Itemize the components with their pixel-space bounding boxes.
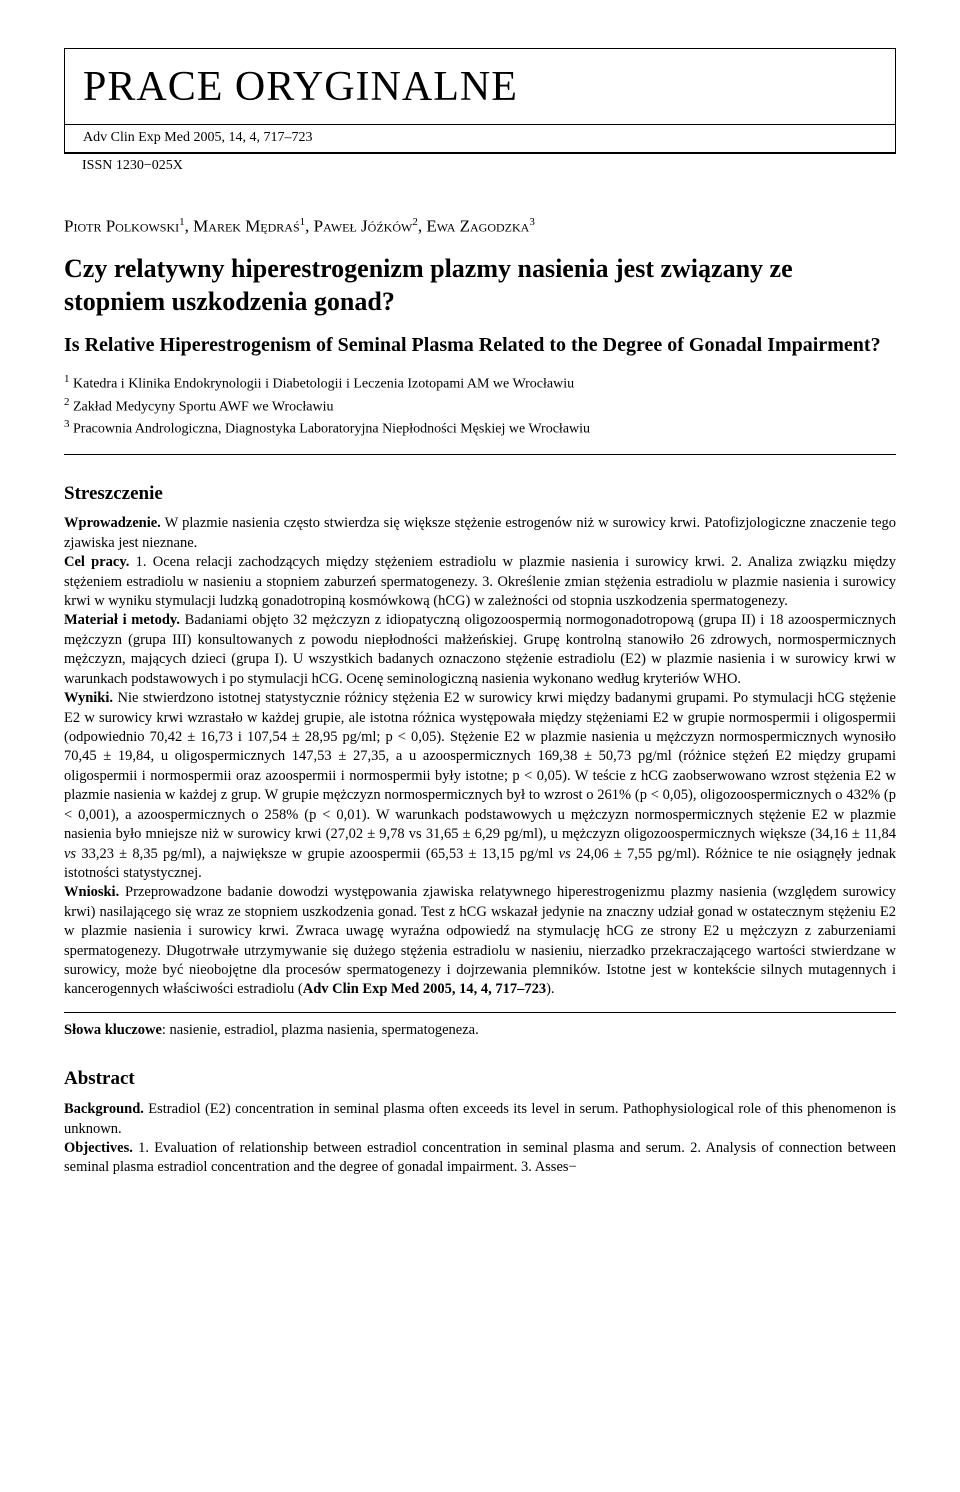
section-label: PRACE ORYGINALNE [65, 49, 895, 125]
title-english: Is Relative Hiperestrogenism of Seminal … [64, 332, 896, 358]
streszczenie-body: Wprowadzenie. W plazmie nasienia często … [64, 514, 896, 1000]
issn-line: ISSN 1230−025X [64, 154, 896, 188]
streszczenie-heading: Streszczenie [64, 481, 896, 507]
title-polish: Czy relatywny hiperestrogenizm plazmy na… [64, 253, 896, 318]
abstract-paragraph: Background. Estradiol (E2) concentration… [64, 1100, 896, 1139]
abstract-paragraph: Wprowadzenie. W plazmie nasienia często … [64, 514, 896, 553]
affiliation-line: 3 Pracownia Andrologiczna, Diagnostyka L… [64, 417, 896, 440]
citation-line: Adv Clin Exp Med 2005, 14, 4, 717–723 [65, 125, 895, 153]
affiliations-block: 1 Katedra i Klinika Endokrynologii i Dia… [64, 372, 896, 455]
affiliation-line: 2 Zakład Medycyny Sportu AWF we Wrocławi… [64, 395, 896, 418]
abstract-paragraph: Objectives. 1. Evaluation of relationshi… [64, 1139, 896, 1178]
abstract-paragraph: Cel pracy. 1. Ocena relacji zachodzących… [64, 553, 896, 611]
keywords-line: Słowa kluczowe: nasienie, estradiol, pla… [64, 1012, 896, 1041]
header-box: PRACE ORYGINALNE Adv Clin Exp Med 2005, … [64, 48, 896, 154]
authors-line: Piotr Polkowski1, Marek Mędraś1, Paweł J… [64, 215, 896, 239]
abstract-heading: Abstract [64, 1066, 896, 1092]
keywords-label: Słowa kluczowe [64, 1022, 162, 1038]
abstract-paragraph: Wnioski. Przeprowadzone badanie dowodzi … [64, 883, 896, 1000]
abstract-body: Background. Estradiol (E2) concentration… [64, 1100, 896, 1178]
keywords-text: nasienie, estradiol, plazma nasienia, sp… [170, 1022, 479, 1038]
affiliation-line: 1 Katedra i Klinika Endokrynologii i Dia… [64, 372, 896, 395]
abstract-paragraph: Materiał i metody. Badaniami objęto 32 m… [64, 611, 896, 689]
abstract-paragraph: Wyniki. Nie stwierdzono istotnej statyst… [64, 689, 896, 883]
